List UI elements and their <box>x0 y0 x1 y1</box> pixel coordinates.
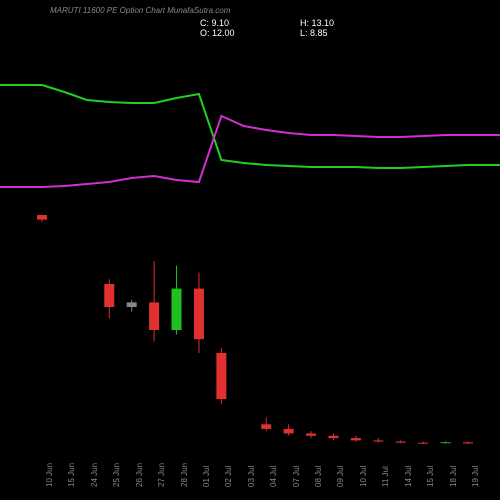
x-axis-label: 10 Jun <box>45 463 54 487</box>
line-series <box>42 85 468 168</box>
candle <box>463 442 473 443</box>
x-axis-label: 15 Jun <box>67 463 76 487</box>
candle <box>306 434 316 436</box>
candle <box>396 442 406 443</box>
x-axis-label: 26 Jun <box>135 463 144 487</box>
x-axis-label: 08 Jul <box>314 466 323 487</box>
line-series <box>42 116 468 187</box>
candle <box>127 302 137 307</box>
x-axis-label: 09 Jul <box>336 466 345 487</box>
candle <box>261 424 271 429</box>
candle <box>37 215 47 220</box>
candle <box>104 284 114 307</box>
candle <box>441 442 451 443</box>
x-axis-label: 28 Jun <box>180 463 189 487</box>
candle <box>351 438 361 440</box>
candle <box>418 443 428 444</box>
candle <box>284 429 294 434</box>
chart-svg <box>0 0 500 500</box>
x-axis-label: 07 Jul <box>292 466 301 487</box>
x-axis-label: 25 Jun <box>112 463 121 487</box>
x-axis-label: 11 Jul <box>381 466 390 487</box>
chart-root: MARUTI 11600 PE Option Chart MunafaSutra… <box>0 0 500 500</box>
x-axis-label: 24 Jun <box>90 463 99 487</box>
x-axis-label: 10 Jul <box>359 466 368 487</box>
x-axis-label: 03 Jul <box>247 466 256 487</box>
x-axis-label: 04 Jul <box>269 466 278 487</box>
x-axis-label: 19 Jul <box>471 466 480 487</box>
x-axis-label: 02 Jul <box>224 466 233 487</box>
x-axis-label: 27 Jun <box>157 463 166 487</box>
candle <box>172 289 182 330</box>
x-axis-label: 01 Jul <box>202 466 211 487</box>
candle <box>328 436 338 438</box>
x-axis-label: 18 Jul <box>449 466 458 487</box>
candle <box>149 302 159 330</box>
candle <box>194 289 204 340</box>
x-axis-label: 15 Jul <box>426 466 435 487</box>
x-axis-label: 14 Jul <box>404 466 413 487</box>
candle <box>373 440 383 441</box>
candle <box>216 353 226 399</box>
